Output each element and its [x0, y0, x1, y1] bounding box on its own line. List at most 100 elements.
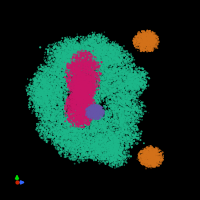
Point: [94, 138, 98, 141]
Point: [95, 110, 98, 113]
Point: [140, 47, 143, 50]
Point: [143, 40, 146, 44]
Point: [139, 115, 143, 118]
Point: [57, 85, 60, 88]
Point: [69, 109, 73, 113]
Point: [82, 101, 86, 105]
Point: [52, 136, 55, 139]
Point: [75, 35, 78, 38]
Point: [64, 74, 67, 77]
Point: [102, 126, 105, 129]
Point: [150, 45, 154, 48]
Point: [93, 79, 96, 82]
Point: [61, 91, 64, 94]
Point: [99, 115, 103, 119]
Point: [91, 106, 95, 109]
Point: [56, 132, 59, 135]
Point: [111, 130, 115, 133]
Point: [107, 70, 110, 74]
Point: [82, 78, 85, 81]
Point: [52, 78, 55, 81]
Point: [94, 63, 97, 66]
Point: [104, 68, 107, 71]
Point: [83, 151, 86, 155]
Point: [153, 149, 156, 152]
Point: [80, 141, 83, 144]
Point: [44, 118, 47, 122]
Point: [80, 92, 83, 96]
Point: [106, 56, 109, 59]
Point: [87, 60, 90, 64]
Point: [93, 110, 96, 114]
Point: [89, 83, 92, 86]
Point: [147, 32, 151, 35]
Point: [72, 110, 76, 113]
Point: [82, 82, 85, 85]
Point: [79, 104, 82, 107]
Point: [82, 91, 85, 94]
Point: [81, 106, 84, 110]
Point: [74, 70, 77, 73]
Point: [80, 46, 83, 50]
Point: [85, 132, 88, 135]
Point: [93, 125, 96, 129]
Point: [82, 110, 85, 113]
Point: [137, 33, 140, 36]
Point: [77, 60, 81, 63]
Point: [115, 45, 118, 48]
Point: [100, 87, 104, 90]
Point: [121, 144, 124, 147]
Point: [100, 121, 103, 125]
Point: [131, 71, 134, 74]
Point: [123, 95, 126, 98]
Point: [105, 82, 108, 85]
Point: [91, 108, 94, 111]
Point: [80, 72, 83, 75]
Point: [147, 156, 150, 159]
Point: [141, 160, 145, 163]
Point: [88, 65, 91, 68]
Point: [44, 70, 47, 73]
Point: [155, 154, 158, 158]
Point: [93, 67, 96, 70]
Point: [81, 100, 84, 103]
Point: [118, 72, 121, 75]
Point: [95, 111, 98, 115]
Point: [86, 96, 89, 99]
Point: [148, 162, 151, 165]
Point: [64, 129, 67, 133]
Point: [147, 32, 151, 35]
Point: [49, 107, 52, 111]
Point: [85, 55, 89, 58]
Point: [151, 157, 154, 161]
Point: [80, 117, 84, 120]
Point: [91, 89, 94, 92]
Point: [131, 68, 134, 71]
Point: [115, 95, 119, 98]
Point: [146, 146, 149, 150]
Point: [89, 93, 92, 96]
Point: [155, 151, 158, 154]
Point: [81, 50, 85, 53]
Point: [75, 93, 78, 96]
Point: [74, 104, 77, 107]
Point: [97, 66, 101, 69]
Point: [106, 70, 109, 73]
Point: [98, 58, 101, 62]
Point: [150, 149, 153, 152]
Point: [61, 110, 64, 113]
Point: [143, 150, 146, 153]
Point: [100, 77, 103, 81]
Point: [48, 53, 51, 56]
Point: [124, 103, 127, 106]
Point: [105, 55, 109, 58]
Point: [74, 115, 77, 118]
Point: [80, 119, 83, 122]
Point: [93, 45, 96, 48]
Point: [81, 71, 85, 74]
Point: [74, 115, 77, 118]
Point: [83, 110, 86, 114]
Point: [81, 102, 84, 105]
Point: [68, 53, 71, 56]
Point: [86, 110, 90, 113]
